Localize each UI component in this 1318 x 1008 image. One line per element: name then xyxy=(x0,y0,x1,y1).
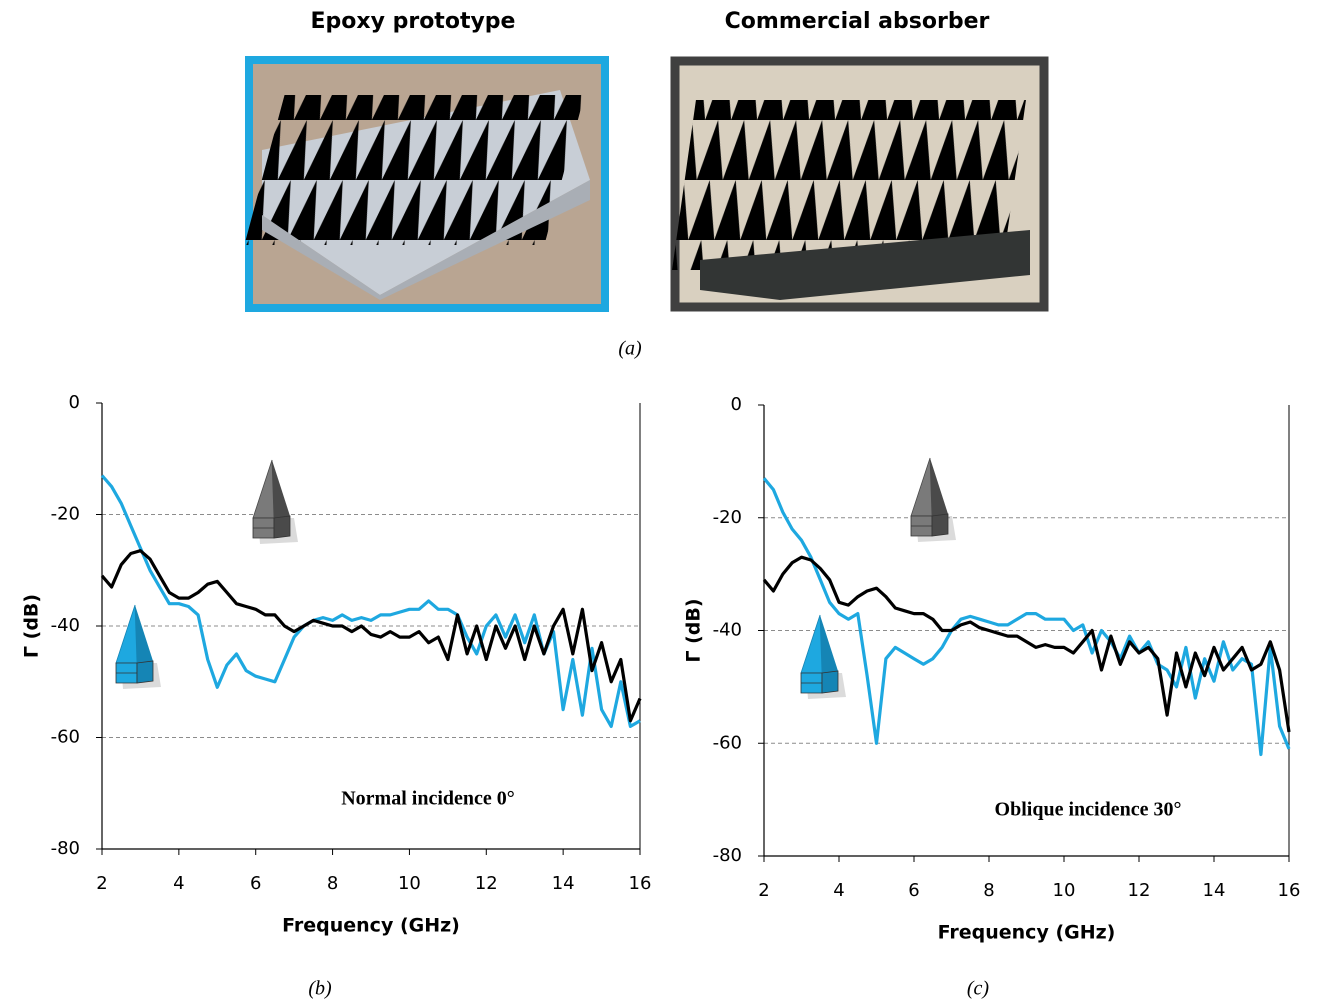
y-tick-label: -20 xyxy=(51,504,80,525)
data-line xyxy=(762,555,1291,733)
pyramid-icon xyxy=(800,614,846,699)
y-tick-label: -20 xyxy=(713,507,742,528)
x-tick-label: 16 xyxy=(629,873,652,894)
icon-face xyxy=(272,460,290,518)
y-tick-label: -40 xyxy=(713,620,742,641)
pyramid-icon xyxy=(115,604,161,689)
annotation: Normal incidence 0° xyxy=(341,788,515,810)
photo-epoxy xyxy=(244,56,609,312)
y-axis-label: Γ (dB) xyxy=(683,598,705,662)
x-tick-label: 16 xyxy=(1278,880,1301,901)
data-line xyxy=(100,549,642,723)
photo-commercial xyxy=(670,56,1049,312)
icon-base xyxy=(931,513,949,537)
data-line xyxy=(100,474,641,728)
x-tick-label: 8 xyxy=(327,873,338,894)
y-tick-label: -40 xyxy=(51,615,80,636)
x-tick-label: 14 xyxy=(1203,880,1226,901)
photo-title: Commercial absorber xyxy=(725,9,990,34)
x-axis-label: Frequency (GHz) xyxy=(938,922,1116,944)
x-tick-label: 10 xyxy=(398,873,421,894)
pyramid-icon xyxy=(252,459,298,544)
y-tick-label: 0 xyxy=(69,392,80,413)
x-tick-label: 12 xyxy=(1128,880,1151,901)
y-tick-label: -80 xyxy=(51,838,80,859)
x-tick-label: 10 xyxy=(1053,880,1076,901)
y-tick-label: -60 xyxy=(51,727,80,748)
x-axis-label: Frequency (GHz) xyxy=(282,915,460,937)
x-tick-label: 14 xyxy=(552,873,575,894)
y-axis-label: Γ (dB) xyxy=(21,594,43,658)
icon-face xyxy=(135,605,153,663)
caption: (c) xyxy=(967,978,990,1000)
x-tick-label: 4 xyxy=(173,873,184,894)
icon-base xyxy=(136,660,154,684)
icon-base xyxy=(273,515,291,539)
icon-face xyxy=(820,615,838,673)
x-tick-label: 6 xyxy=(908,880,919,901)
x-tick-label: 6 xyxy=(250,873,261,894)
annotation: Oblique incidence 30° xyxy=(995,799,1182,821)
pyramid-icon xyxy=(910,457,956,542)
icon-face xyxy=(930,458,948,516)
data-line xyxy=(762,477,1291,757)
photo-title: Epoxy prototype xyxy=(311,9,516,34)
x-tick-label: 4 xyxy=(833,880,844,901)
x-tick-label: 8 xyxy=(983,880,994,901)
y-tick-label: -60 xyxy=(713,732,742,753)
x-tick-label: 2 xyxy=(758,880,769,901)
icon-base xyxy=(821,670,839,694)
y-tick-label: -80 xyxy=(713,845,742,866)
x-tick-label: 12 xyxy=(475,873,498,894)
caption: (b) xyxy=(308,978,332,1000)
icon-face xyxy=(910,457,933,517)
icon-face xyxy=(800,614,823,674)
caption: (a) xyxy=(618,338,642,360)
icon-face xyxy=(115,604,138,664)
icon-face xyxy=(252,459,275,519)
x-tick-label: 2 xyxy=(96,873,107,894)
y-tick-label: 0 xyxy=(731,394,742,415)
